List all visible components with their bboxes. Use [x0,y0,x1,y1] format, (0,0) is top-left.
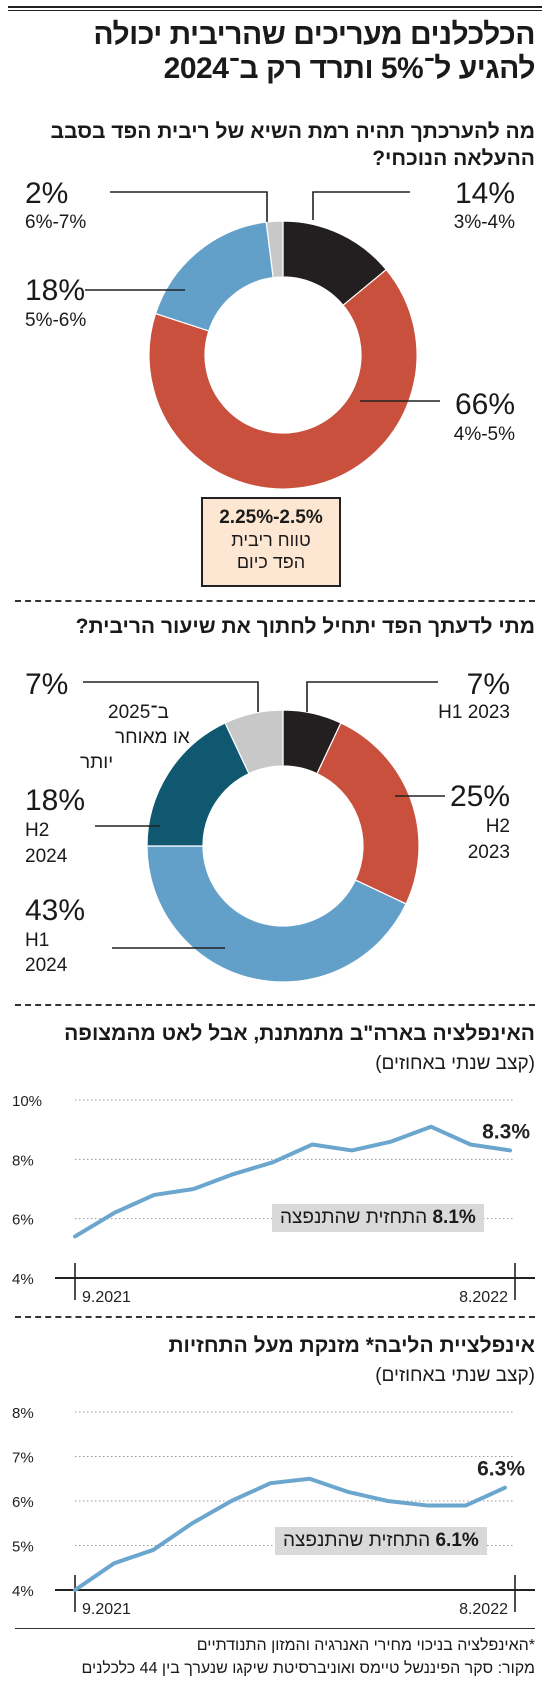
line2-chart: 8% 7% 6% 5% 4% 9.2021 8.2022 6.3% [12,1405,535,1618]
donut2-title: מתי לדעתך הפד יתחיל לחתוך את שיעור הריבי… [75,615,535,638]
line1-y-tick: 6% [12,1212,34,1229]
line1-y-tick: 4% [12,1271,34,1288]
section-divider [15,600,535,602]
donut2-pct-label: 43% [25,894,85,927]
donut2-pct-label: 7% [467,668,510,701]
donut1-leader-line [312,191,410,220]
donut2-period-label: 2024 [25,846,68,867]
donut2-labels: 7% H1 2023 25% H2 2023 43% H1 2024 18% H… [25,668,510,976]
donut2-period-label: יותר [80,752,113,773]
donut1-pct-label: 66% [455,388,515,421]
footnote: *האינפלציה בניכוי מחירי האנרגיה והמזון ה… [196,1637,535,1654]
donut2-pct-label: 18% [25,784,85,817]
line2-series-line [73,1476,507,1592]
line1-forecast-value: 8.1% [432,1207,476,1228]
title-line-2: להגיע ל־5% ותרד רק ב־2024 [163,52,536,85]
line1-chart: 10% 8% 6% 4% 9.2021 8.2022 8.3% [12,1093,535,1306]
donut2-period-label: 2024 [25,955,68,976]
section-divider [15,1004,535,1006]
title-line-1: הכלכלנים מעריכים שהריבית יכולה [93,18,535,51]
donut1-pct-label: 14% [455,177,515,210]
line1-forecast-box: 8.1% התחזית שהתנפצה [272,1204,484,1232]
current-rate-value: 2.25%-2.5% [219,507,323,528]
line2-y-tick: 7% [12,1450,34,1467]
donut2-chart [146,709,420,983]
donut2-period-label: H2 [25,820,49,841]
donut2-period-label: H1 [25,930,49,951]
line2-y-tick: 6% [12,1494,34,1511]
donut2-leader-line [306,681,438,712]
current-rate-box: 2.25%-2.5% טווח ריבית הפד כיום [201,497,341,587]
line1-x-label: 8.2022 [459,1289,508,1306]
source-note: מקור: סקר הפיננשל טיימס ואוניברסיטת שיקג… [81,1660,535,1677]
line1-forecast-text: התחזית שהתנפצה [280,1207,428,1228]
line2-y-tick: 5% [12,1539,34,1556]
line1-y-tick: 8% [12,1152,34,1169]
line2-title: אינפלציית הליבה* מזנקת מעל התחזיות [168,1334,535,1357]
line2-x-label: 9.2021 [82,1601,131,1618]
donut1-title: מה להערכתך תהיה רמת השיא של ריבית הפד בס… [50,120,535,170]
footer-rule [15,1628,535,1629]
donut2-period-label: או מאוחר [115,727,190,748]
donut1-range-label: 3%-4% [454,212,515,233]
donut2-period-label: 2023 [468,842,510,863]
section-divider [15,1316,535,1318]
top-rule-thin [8,10,542,11]
donut1-pct-label: 18% [25,274,85,307]
donut2-period-label: ב־2025 [108,702,169,723]
line2-x-label: 8.2022 [459,1601,508,1618]
line1-title: האינפלציה בארה"ב מתמתנת, אבל לאט מהמצופה [64,1022,535,1045]
current-rate-text: טווח ריבית הפד כיום [231,530,311,572]
donut2-slice [224,709,284,775]
donut2-leader-line [83,681,259,712]
line1-series-line [73,1124,512,1239]
donut1-range-label: 5%-6% [25,310,86,331]
donut2-pct-label: 7% [25,668,68,701]
line2-subtitle: (קצב שנתי באחוזים) [375,1365,535,1386]
line1-end-label: 8.3% [482,1120,530,1143]
line1-y-tick: 10% [12,1093,42,1110]
donut1-slice [148,268,418,490]
line1-x-label: 9.2021 [82,1289,131,1306]
line2-forecast-text: התחזית שהתנפצה [283,1530,431,1551]
line2-y-tick: 4% [12,1583,34,1600]
line2-forecast-box: 6.1% התחזית שהתנפצה [275,1527,487,1555]
line2-end-label: 6.3% [477,1458,525,1481]
donut2-slice [316,722,420,905]
donut2-period-label: H2 [486,816,510,837]
donut1-leader-line [110,191,268,222]
donut2-pct-label: 25% [450,780,510,813]
donut1-chart [148,220,418,490]
line2-y-tick: 8% [12,1405,34,1422]
donut2-period-label: H1 2023 [438,702,510,723]
donut1-slice [154,221,274,332]
donut1-range-label: 6%-7% [25,212,86,233]
line2-forecast-value: 6.1% [435,1530,479,1551]
donut1-range-label: 4%-5% [454,424,515,445]
donut1-slice [265,220,284,279]
line1-subtitle: (קצב שנתי באחוזים) [375,1053,535,1074]
donut1-pct-label: 2% [25,177,68,210]
top-rule [8,6,542,8]
donut1-labels: 14% 3%-4% 66% 4%-5% 18% 5%-6% 2% 6%-7% [25,177,515,445]
page-title: הכלכלנים מעריכים שהריבית יכולה להגיע ל־5… [15,18,535,86]
